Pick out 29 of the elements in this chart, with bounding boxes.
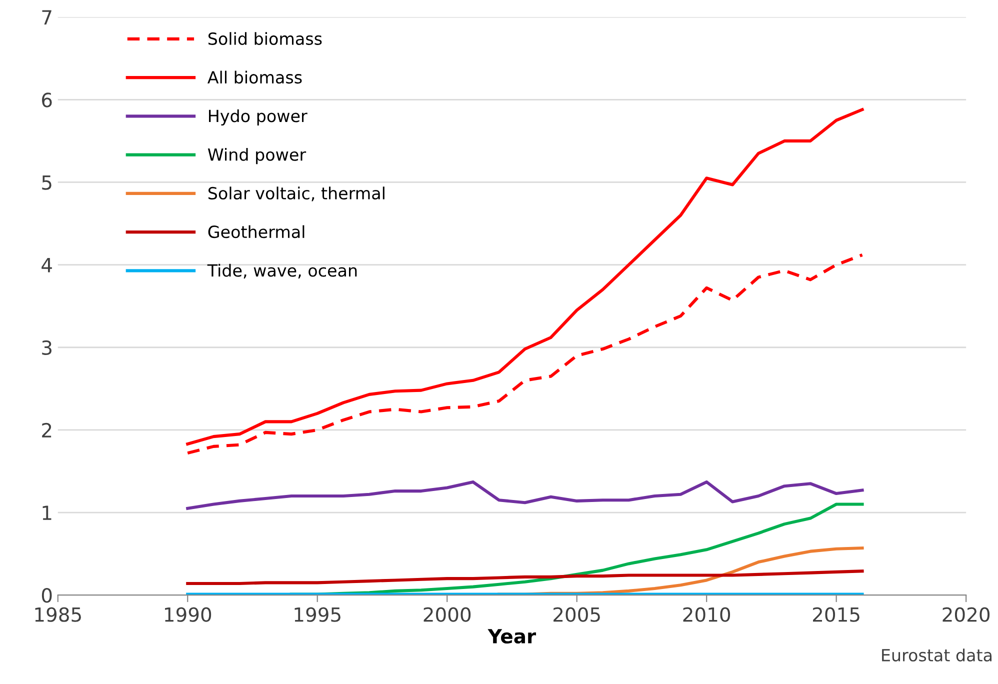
x-tick-label: 1995: [294, 607, 340, 622]
legend-label: Solid biomass: [208, 32, 322, 45]
line-series: [186, 570, 864, 586]
y-tick-label: 6: [42, 92, 52, 108]
line-series: [186, 253, 864, 455]
y-tick-label: 1: [42, 506, 52, 520]
y-tick-label: 4: [42, 258, 52, 272]
legend-label: Hydo power: [209, 109, 308, 126]
text: Eurostat data: [882, 648, 992, 662]
legend-label: Tide, wave, ocean: [207, 264, 357, 278]
x-tick-label: 2005: [554, 607, 600, 622]
line-series: [186, 480, 864, 510]
x-tick-label: 2015: [813, 607, 860, 622]
legend-label: Wind power: [208, 148, 306, 164]
x-tick-label: 2020: [942, 607, 990, 622]
x-tick-label: 2010: [683, 607, 730, 622]
y-tick-label: 0: [42, 588, 52, 603]
y-tick-label: 2: [42, 422, 52, 438]
x-tick-label: 1985: [35, 607, 81, 622]
line-series: [186, 108, 864, 446]
x-axis-title: Year: [488, 629, 536, 644]
x-tick-label: 2000: [424, 607, 471, 622]
y-tick-label: 7: [42, 10, 52, 24]
legend-label: Geothermal: [208, 225, 304, 238]
legend-label: All biomass: [208, 70, 302, 84]
x-tick-label: 1990: [165, 607, 212, 622]
legend-label: Solar voltaic, thermal: [208, 186, 384, 202]
y-tick-label: 5: [42, 175, 52, 190]
y-tick-label: 3: [42, 340, 52, 356]
